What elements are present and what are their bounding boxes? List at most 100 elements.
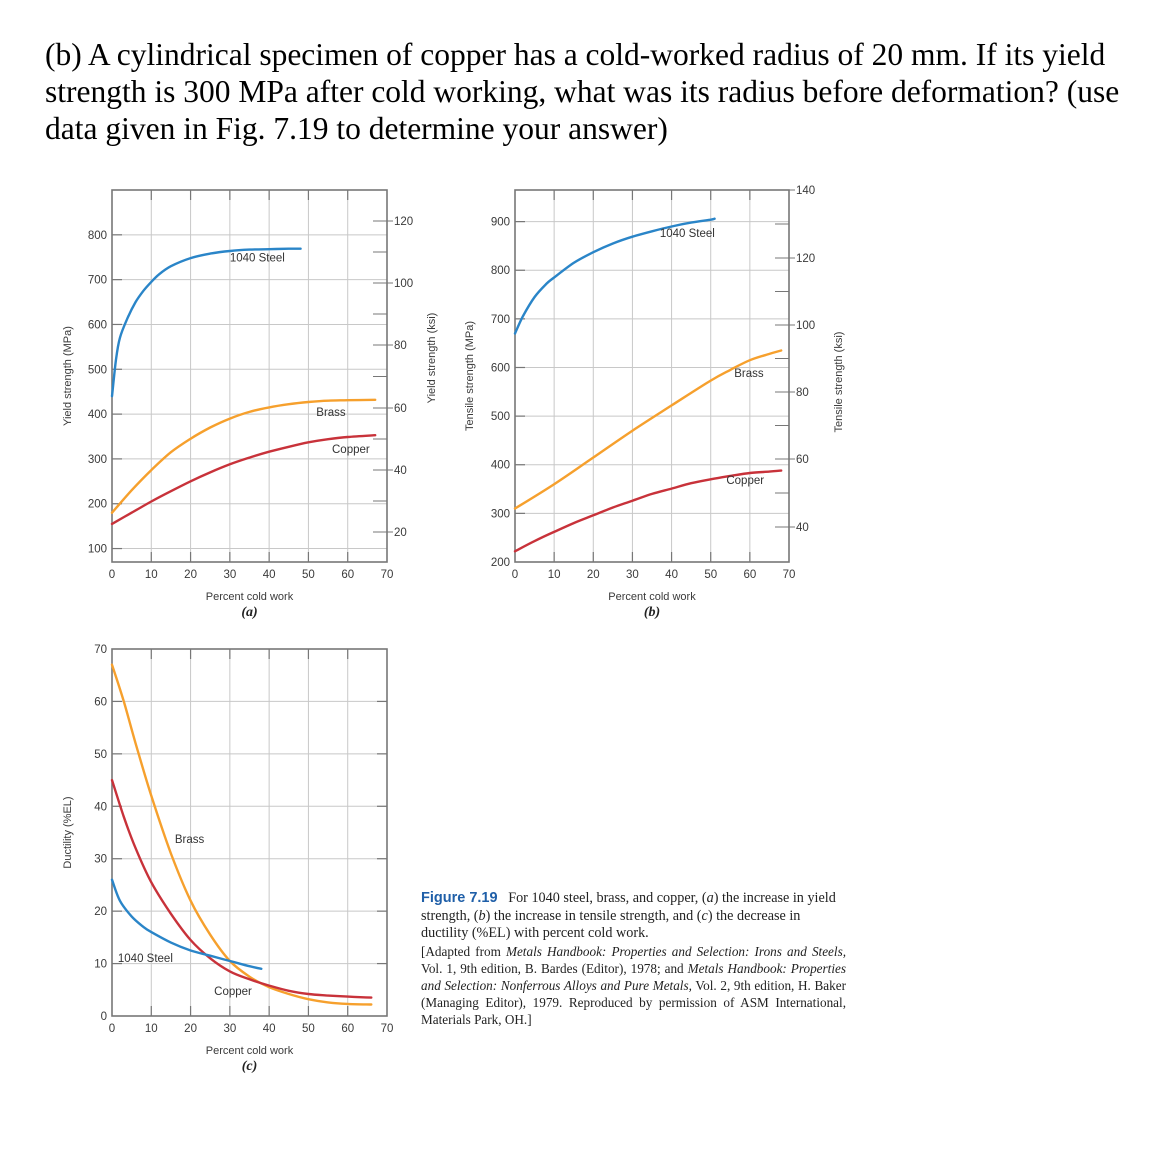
curve-1040-steel [110, 247, 302, 398]
y-tick-label: 50 [94, 749, 107, 761]
y-right-tick-label: 40 [394, 465, 407, 477]
y-tick-label: 900 [491, 217, 510, 229]
x-tick-label: 10 [548, 569, 561, 581]
y-tick-label: 20 [94, 906, 107, 918]
curve-label: Copper [332, 444, 370, 456]
y-right-tick-label: 140 [796, 185, 815, 197]
y-tick-label: 400 [88, 409, 107, 421]
x-tick-label: 0 [512, 569, 518, 581]
y-tick-label: 200 [491, 557, 510, 569]
x-tick-label: 0 [109, 569, 115, 581]
y-tick-label: 70 [94, 644, 107, 656]
x-tick-label: 20 [184, 569, 197, 581]
curve-label: Copper [726, 475, 764, 487]
y-tick-label: 400 [491, 460, 510, 472]
curve-label: Copper [214, 986, 252, 998]
x-axis-title: Percent cold work [206, 1045, 294, 1057]
x-tick-label: 50 [302, 569, 315, 581]
curve-1040-steel [110, 878, 263, 970]
y-right-tick-label: 60 [796, 454, 809, 466]
y-tick-label: 700 [88, 275, 107, 287]
x-axis-title: Percent cold work [206, 591, 294, 603]
x-tick-label: 50 [302, 1023, 315, 1035]
chart-yield-strength: 0 10 20 30 40 50 60 70 100 200 300 400 500 600 700 800 2… [62, 189, 438, 620]
y-tick-label: 600 [88, 319, 107, 331]
plot-frame [111, 189, 388, 563]
curve-label: 1040 Steel [660, 228, 715, 240]
chart-ductility: 0 10 20 30 40 50 60 70 0 10 20 30 40 50 60 70 Brass Coppe… [62, 644, 393, 1074]
y-tick-label: 300 [88, 454, 107, 466]
panel-label: (c) [242, 1059, 258, 1074]
y-tick-label: 500 [88, 364, 107, 376]
curve-brass [513, 349, 783, 510]
x-tick-label: 70 [381, 569, 394, 581]
x-tick-label: 40 [263, 569, 276, 581]
curve-label: Brass [175, 834, 205, 846]
caption-credit: [Adapted from Metals Handbook: Propertie… [421, 943, 846, 1027]
y-axis-title: Yield strength (MPa) [62, 326, 74, 426]
y-axis-title: Ductility (%EL) [62, 796, 74, 868]
y-tick-label: 800 [491, 265, 510, 277]
caption-description: Figure 7.19 For 1040 steel, brass, and c… [421, 890, 836, 941]
y-tick-label: 100 [88, 544, 107, 556]
y-tick-label: 10 [94, 959, 107, 971]
x-axis-title: Percent cold work [608, 591, 696, 603]
y-right-tick-label: 100 [796, 320, 815, 332]
x-tick-label: 60 [743, 569, 756, 581]
x-tick-label: 50 [704, 569, 717, 581]
plot-frame [514, 189, 790, 563]
y-tick-label: 60 [94, 696, 107, 708]
x-tick-label: 40 [263, 1023, 276, 1035]
y-right-tick-label: 20 [394, 527, 407, 539]
y-right-tick-label: 120 [796, 253, 815, 265]
x-tick-label: 0 [109, 1023, 115, 1035]
x-tick-label: 20 [184, 1023, 197, 1035]
y-right-tick-label: 80 [394, 340, 407, 352]
panel-label: (a) [241, 605, 257, 620]
curve-label: 1040 Steel [118, 953, 173, 965]
x-tick-label: 60 [341, 569, 354, 581]
y-axis-title: Tensile strength (MPa) [464, 321, 476, 431]
question-text: (b) A cylindrical specimen of copper has… [45, 37, 1120, 146]
y-tick-label: 700 [491, 314, 510, 326]
x-tick-label: 30 [223, 569, 236, 581]
x-tick-label: 30 [626, 569, 639, 581]
x-tick-label: 40 [665, 569, 678, 581]
curve-label: Brass [316, 407, 346, 419]
y-right-tick-label: 40 [796, 522, 809, 534]
curve-copper [513, 469, 783, 553]
panel-label: (b) [644, 605, 660, 620]
x-tick-label: 70 [381, 1023, 394, 1035]
y-tick-label: 800 [88, 230, 107, 242]
y-tick-label: 30 [94, 854, 107, 866]
y-right-tick-label: 100 [394, 278, 413, 290]
plot-frame [111, 648, 388, 1017]
curve-label: 1040 Steel [230, 253, 285, 265]
y-right-tick-label: 60 [394, 403, 407, 415]
figure-caption: Figure 7.19 For 1040 steel, brass, and c… [421, 890, 846, 1028]
x-tick-label: 70 [783, 569, 796, 581]
curve-copper [110, 778, 373, 999]
curve-label: Brass [734, 368, 764, 380]
y-tick-label: 200 [88, 499, 107, 511]
y-right-axis-title: Tensile strength (ksi) [833, 332, 845, 433]
chart-tensile-strength: 0 10 20 30 40 50 60 70 200 300 400 500 600 700 800 900 4… [464, 185, 845, 620]
x-tick-label: 10 [145, 569, 158, 581]
x-tick-label: 60 [341, 1023, 354, 1035]
x-tick-label: 10 [145, 1023, 158, 1035]
y-right-tick-label: 120 [394, 216, 413, 228]
curve-1040-steel [513, 217, 716, 335]
y-tick-label: 500 [491, 411, 510, 423]
y-tick-label: 40 [94, 801, 107, 813]
x-tick-label: 30 [223, 1023, 236, 1035]
y-tick-label: 600 [491, 362, 510, 374]
curve-copper [110, 434, 377, 526]
x-tick-label: 20 [587, 569, 600, 581]
y-tick-label: 300 [491, 508, 510, 520]
figure-label: Figure 7.19 [421, 890, 498, 906]
y-right-tick-label: 80 [796, 387, 809, 399]
curve-brass [110, 398, 377, 514]
y-tick-label: 0 [101, 1011, 107, 1023]
y-right-axis-title: Yield strength (ksi) [426, 313, 438, 404]
